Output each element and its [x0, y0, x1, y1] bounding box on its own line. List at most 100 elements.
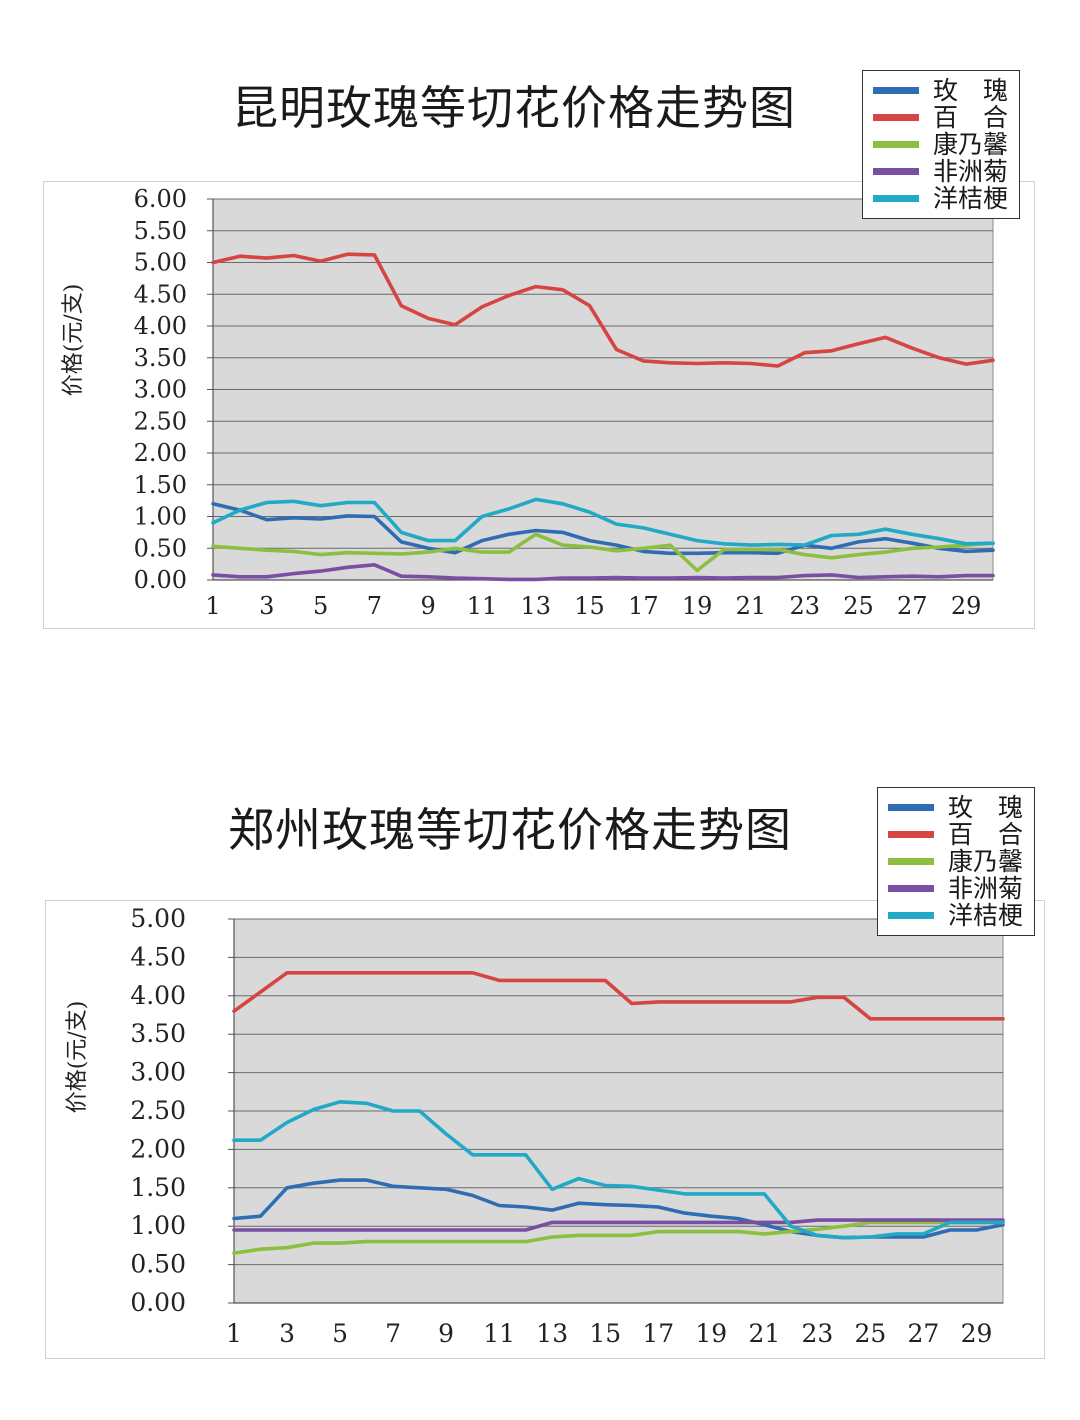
- x-tick-label: 1: [226, 1319, 242, 1348]
- legend-item-eustoma: 洋桔梗: [873, 185, 1009, 212]
- x-tick-label: 15: [589, 1319, 621, 1348]
- legend-label: 百 合: [948, 820, 1024, 849]
- series-line-gerbera: [211, 562, 995, 582]
- y-tick-label: 5.50: [134, 217, 187, 245]
- legend-label: 玫 瑰: [933, 76, 1009, 105]
- y-tick-label: 0.50: [134, 534, 187, 562]
- series-line-carnation: [211, 532, 995, 573]
- x-tick-label: 7: [367, 592, 382, 620]
- y-tick-label: 3.00: [134, 376, 187, 404]
- chart-title: 郑州玫瑰等切花价格走势图: [228, 803, 792, 857]
- chart-plot: 0.00 0.50 1.00 1.50 2.00 2.50 3.00 3.50 4.00 4.50…: [61, 185, 995, 620]
- x-tick-label: 1: [205, 592, 220, 620]
- legend-swatch: [873, 114, 919, 121]
- y-tick-label: 2.50: [130, 1096, 186, 1125]
- x-tick-label: 11: [467, 592, 498, 620]
- series-line-eustoma: [232, 1100, 1005, 1240]
- y-tick-label: 1.50: [134, 471, 187, 499]
- x-tick-label: 7: [385, 1319, 401, 1348]
- y-tick-label: 3.50: [134, 344, 187, 372]
- y-axis-label: 价格(元/支): [61, 284, 86, 397]
- legend-item-gerbera: 非洲菊: [873, 158, 1009, 185]
- chart-title: 昆明玫瑰等切花价格走势图: [232, 81, 796, 135]
- y-tick-label: 4.50: [130, 942, 186, 971]
- legend-label: 非洲菊: [948, 874, 1024, 903]
- x-tick-label: 19: [682, 592, 713, 620]
- series-line-eustoma: [211, 497, 995, 547]
- x-tick-label: 9: [438, 1319, 454, 1348]
- y-tick-label: 0.00: [130, 1288, 186, 1317]
- x-tick-label: 15: [574, 592, 605, 620]
- legend-swatch: [888, 858, 934, 865]
- x-tick-label: 27: [908, 1319, 940, 1348]
- x-tick-label: 5: [332, 1319, 348, 1348]
- chart-legend: 玫 瑰百 合康乃馨 非洲菊 洋桔梗: [877, 787, 1035, 936]
- legend-swatch: [873, 195, 919, 202]
- series-line-lily: [211, 252, 995, 368]
- x-tick-label: 21: [748, 1319, 780, 1348]
- x-tick-label: 3: [279, 1319, 295, 1348]
- x-tick-label: 23: [789, 592, 820, 620]
- x-tick-label: 23: [801, 1319, 833, 1348]
- y-tick-label: 4.50: [134, 280, 187, 308]
- x-tick-label: 19: [695, 1319, 727, 1348]
- x-tick-label: 3: [259, 592, 274, 620]
- series-line-lily: [232, 970, 1005, 1021]
- x-tick-label: 27: [897, 592, 928, 620]
- y-tick-label: 2.50: [134, 407, 187, 435]
- x-tick-label: 13: [520, 592, 551, 620]
- legend-label: 玫 瑰: [948, 793, 1024, 822]
- x-tick-label: 29: [951, 592, 982, 620]
- series-line-rose: [211, 501, 995, 556]
- y-tick-label: 0.50: [130, 1250, 186, 1279]
- legend-swatch: [873, 87, 919, 94]
- legend-label: 非洲菊: [933, 157, 1009, 186]
- y-tick-label: 5.00: [130, 904, 186, 933]
- x-tick-label: 5: [313, 592, 328, 620]
- legend-label: 洋桔梗: [948, 901, 1024, 930]
- x-tick-label: 9: [421, 592, 436, 620]
- legend-item-eustoma: 洋桔梗: [888, 902, 1024, 929]
- y-tick-label: 1.00: [130, 1211, 186, 1240]
- series-line-carnation: [232, 1220, 1005, 1255]
- y-tick-label: 4.00: [134, 312, 187, 340]
- legend-swatch: [873, 141, 919, 148]
- y-tick-label: 1.50: [130, 1173, 186, 1202]
- x-tick-label: 11: [483, 1319, 515, 1348]
- x-tick-label: 13: [536, 1319, 568, 1348]
- legend-label: 洋桔梗: [933, 184, 1009, 213]
- legend-swatch: [888, 885, 934, 892]
- legend-item-carnation: 康乃馨: [888, 848, 1024, 875]
- legend-item-lily: 百 合: [888, 821, 1024, 848]
- legend-label: 康乃馨: [933, 130, 1009, 159]
- legend-item-carnation: 康乃馨: [873, 131, 1009, 158]
- legend-swatch: [873, 168, 919, 175]
- y-tick-label: 2.00: [134, 439, 187, 467]
- x-tick-label: 17: [628, 592, 659, 620]
- y-tick-label: 2.00: [130, 1134, 186, 1163]
- chart-legend: 玫 瑰百 合康乃馨 非洲菊 洋桔梗: [862, 70, 1020, 219]
- y-tick-label: 6.00: [134, 185, 187, 213]
- y-axis-label: 价格(元/支): [65, 1001, 90, 1114]
- legend-swatch: [888, 831, 934, 838]
- legend-item-lily: 百 合: [873, 104, 1009, 131]
- y-tick-label: 5.00: [134, 249, 187, 277]
- y-tick-label: 3.00: [130, 1058, 186, 1087]
- y-tick-label: 4.00: [130, 981, 186, 1010]
- y-tick-label: 3.50: [130, 1019, 186, 1048]
- x-tick-label: 21: [736, 592, 767, 620]
- legend-item-rose: 玫 瑰: [873, 77, 1009, 104]
- legend-swatch: [888, 804, 934, 811]
- x-tick-label: 29: [961, 1319, 993, 1348]
- series-line-gerbera: [232, 1218, 1005, 1232]
- legend-item-rose: 玫 瑰: [888, 794, 1024, 821]
- x-tick-label: 17: [642, 1319, 674, 1348]
- legend-item-gerbera: 非洲菊: [888, 875, 1024, 902]
- x-tick-label: 25: [855, 1319, 887, 1348]
- legend-swatch: [888, 912, 934, 919]
- y-tick-label: 1.00: [134, 503, 187, 531]
- legend-label: 百 合: [933, 103, 1009, 132]
- x-tick-label: 25: [843, 592, 874, 620]
- legend-label: 康乃馨: [948, 847, 1024, 876]
